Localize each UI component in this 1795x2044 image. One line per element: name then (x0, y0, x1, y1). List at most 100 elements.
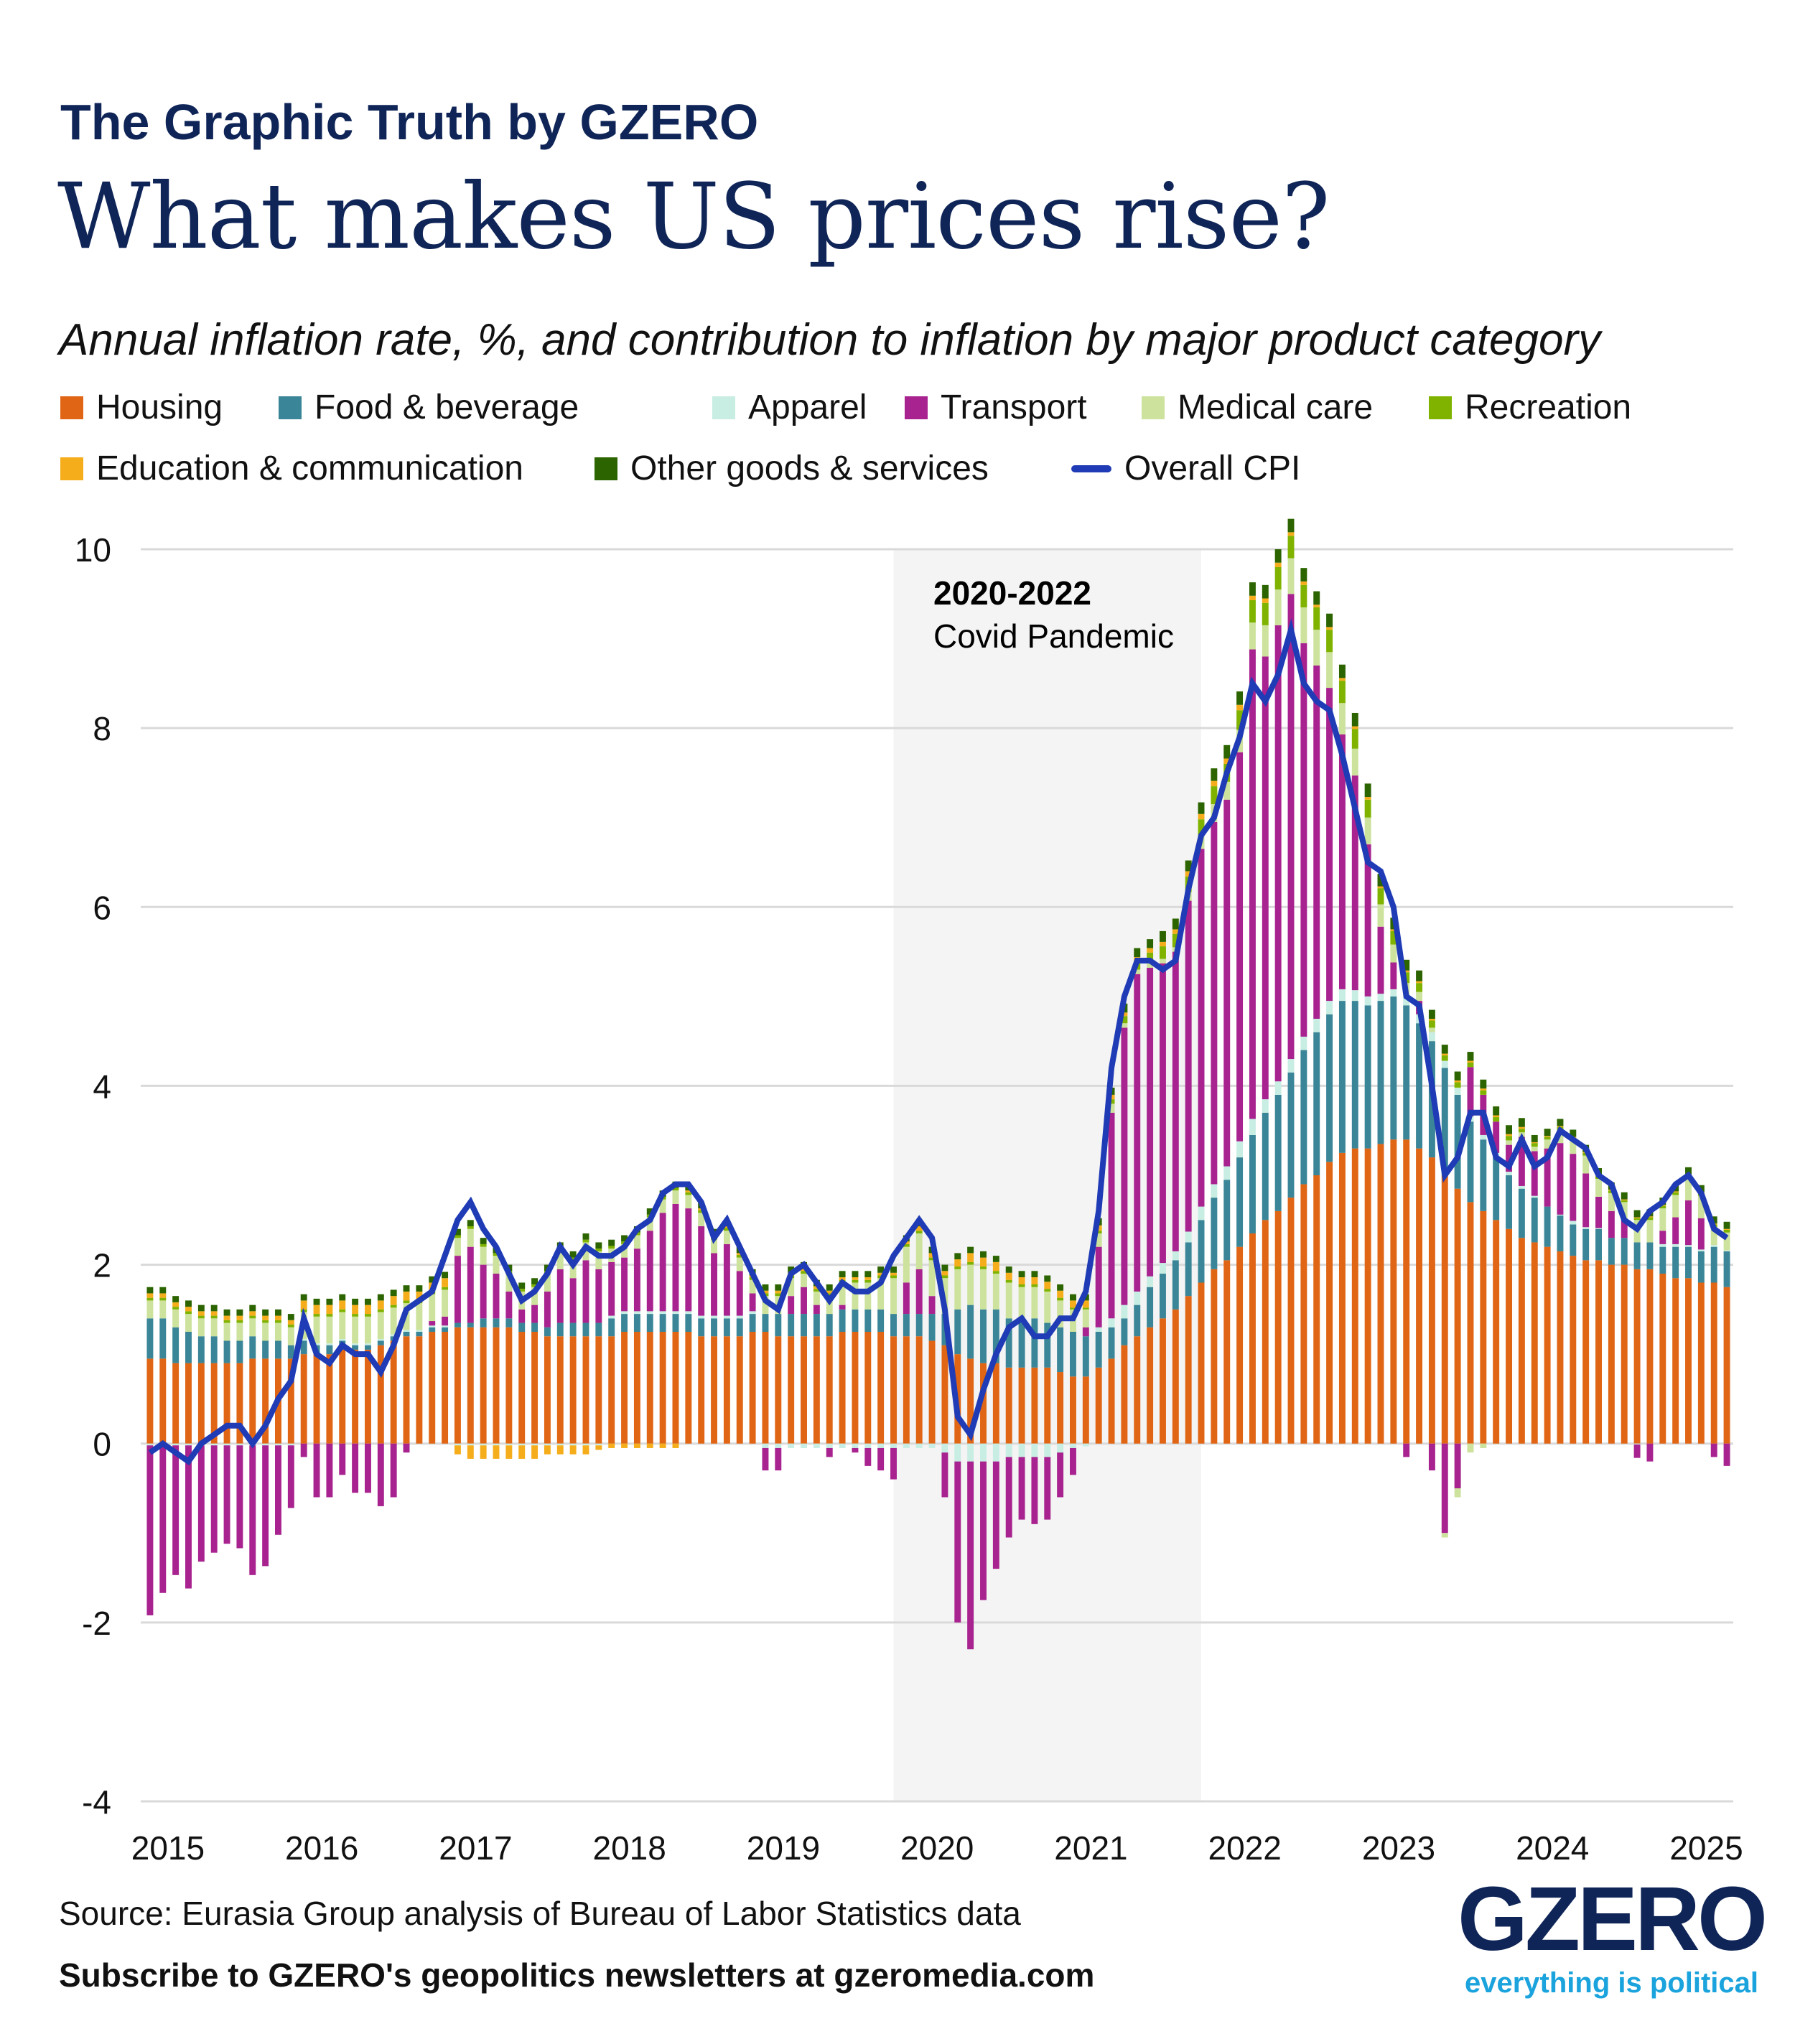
bar-segment-medical-care (1480, 1443, 1487, 1448)
bar-segment-apparel (980, 1443, 987, 1462)
bar-segment-food-beverage (1351, 1001, 1358, 1149)
bar-segment-education-communication (1070, 1300, 1076, 1308)
bar-segment-medical-care (467, 1228, 474, 1247)
bar-segment-recreation (903, 1243, 910, 1247)
bar-segment-education-communication (416, 1291, 423, 1301)
bar-segment-housing (569, 1336, 577, 1444)
bar-segment-recreation (672, 1187, 679, 1191)
bar-segment-recreation (1326, 630, 1333, 653)
bar-segment-food-beverage (1095, 1332, 1102, 1368)
bar-segment-transport (903, 1282, 910, 1315)
bar-segment-apparel (801, 1443, 807, 1448)
bar-segment-medical-care (1313, 630, 1320, 666)
bar-segment-apparel (1480, 1134, 1487, 1140)
bar-segment-apparel (1070, 1443, 1076, 1448)
bar-segment-food-beverage (544, 1327, 551, 1337)
bar-segment-food-beverage (300, 1340, 307, 1355)
bar-segment-apparel (852, 1443, 859, 1448)
bar-segment-education-communication (1338, 678, 1346, 681)
y-axis: 10 8 6 4 2 0 -2 -4 (75, 531, 111, 1821)
bar-segment-housing (429, 1332, 436, 1444)
bar-segment-housing (1005, 1367, 1012, 1444)
bar-segment-apparel (1223, 1166, 1231, 1180)
bar-segment-other-goods-services (262, 1309, 269, 1316)
bar-segment-apparel (928, 1443, 936, 1448)
bar-segment-medical-care (877, 1278, 885, 1310)
x-tick-label: 2025 (1669, 1829, 1743, 1867)
chart-title: What makes US prices rise? (57, 164, 1330, 269)
bar-segment-recreation (518, 1289, 526, 1292)
bar-segment-housing (698, 1336, 705, 1444)
bar-segment-food-beverage (287, 1345, 294, 1359)
bar-segment-apparel (1095, 1327, 1102, 1332)
bar-segment-food-beverage (531, 1322, 538, 1332)
bar-segment-housing (1364, 1148, 1371, 1444)
bar-segment-education-communication (275, 1315, 281, 1320)
bar-segment-food-beverage (672, 1314, 679, 1332)
bar-segment-medical-care (556, 1251, 564, 1269)
bar-segment-housing (928, 1340, 936, 1444)
bar-segment-medical-care (967, 1264, 974, 1305)
bar-segment-education-communication (364, 1305, 371, 1315)
source-note: Source: Eurasia Group analysis of Bureau… (59, 1895, 1021, 1932)
bar-segment-education-communication (159, 1293, 167, 1298)
bar-segment-housing (1185, 1296, 1192, 1444)
bar-segment-recreation (377, 1309, 384, 1312)
bar-segment-recreation (185, 1311, 192, 1315)
bar-segment-other-goods-services (1377, 874, 1384, 887)
bar-segment-transport (954, 1461, 961, 1623)
bar-segment-transport (1608, 1210, 1615, 1238)
bar-segment-housing (556, 1336, 564, 1444)
bar-segment-housing (852, 1332, 859, 1444)
bar-segment-medical-care (954, 1269, 961, 1310)
bar-segment-medical-care (493, 1256, 500, 1274)
bar-segment-housing (1082, 1376, 1089, 1444)
bar-segment-medical-care (1685, 1177, 1692, 1200)
bar-segment-housing (326, 1354, 333, 1444)
bar-segment-recreation (826, 1293, 833, 1297)
bar-segment-medical-care (1223, 781, 1231, 800)
bar-segment-housing (1121, 1345, 1128, 1444)
bar-segment-housing (1493, 1220, 1500, 1444)
bar-segment-housing (1633, 1269, 1641, 1444)
bar-segment-transport (556, 1269, 564, 1323)
bar-segment-education-communication (1416, 981, 1423, 984)
bar-segment-food-beverage (1031, 1318, 1038, 1368)
bar-segment-food-beverage (159, 1318, 167, 1359)
legend-item-housing: Housing (60, 388, 223, 427)
bar-segment-transport (1057, 1452, 1064, 1498)
bar-segment-education-communication (1403, 970, 1410, 973)
subscribe-link[interactable]: Subscribe to GZERO's geopolitics newslet… (59, 1956, 1095, 1994)
bar-segment-transport (1031, 1457, 1038, 1524)
bar-segment-education-communication (646, 1443, 653, 1448)
bar-segment-housing (313, 1354, 320, 1444)
bar-segment-medical-care (915, 1233, 923, 1269)
bar-segment-transport (1287, 594, 1295, 1060)
bar-segment-housing (1198, 1282, 1205, 1444)
bar-segment-housing (903, 1336, 910, 1444)
bar-segment-apparel (595, 1443, 602, 1446)
bar-segment-transport (1147, 967, 1154, 1277)
bar-segment-medical-care (992, 1274, 999, 1310)
bar-segment-apparel (1108, 1318, 1115, 1327)
bar-segment-transport (1095, 1246, 1102, 1327)
bar-segment-medical-care (698, 1213, 705, 1227)
bar-segment-education-communication (864, 1277, 872, 1280)
bar-segment-food-beverage (505, 1318, 513, 1327)
bar-segment-food-beverage (1287, 1072, 1295, 1198)
bar-segment-transport (1390, 962, 1397, 989)
bar-segment-housing (1377, 1144, 1384, 1444)
bar-segment-transport (326, 1443, 333, 1498)
bar-segment-recreation (801, 1271, 807, 1274)
bar-segment-food-beverage (416, 1332, 423, 1337)
bar-segment-transport (505, 1291, 513, 1319)
bar-segment-transport (1672, 1217, 1679, 1244)
bar-segment-transport (262, 1445, 269, 1567)
bar-segment-housing (839, 1332, 846, 1444)
bar-segment-housing (621, 1332, 628, 1444)
bar-segment-medical-care (197, 1318, 205, 1337)
bar-segment-food-beverage (1313, 1032, 1320, 1175)
bar-segment-medical-care (313, 1316, 320, 1344)
bar-segment-apparel (429, 1325, 436, 1327)
bar-segment-apparel (1570, 1221, 1577, 1225)
